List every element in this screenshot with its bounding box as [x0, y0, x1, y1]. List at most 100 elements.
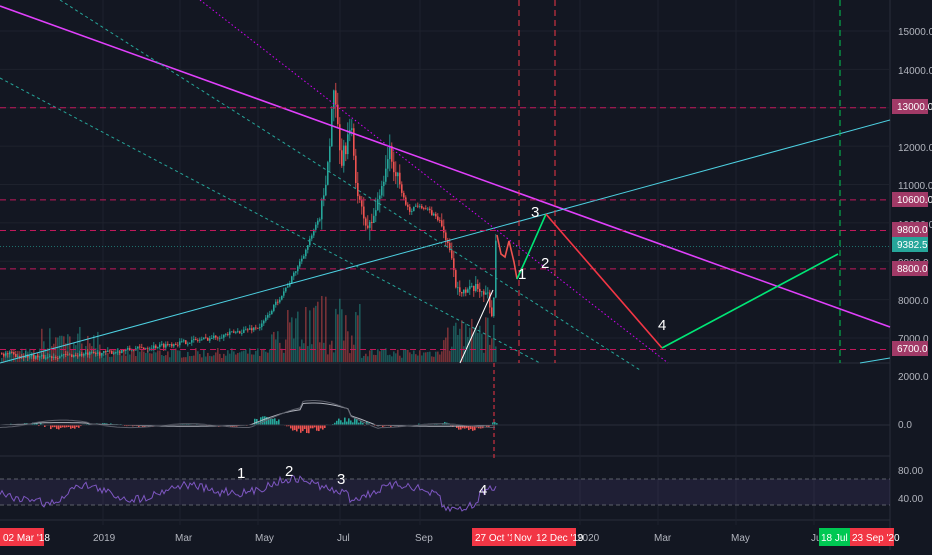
candle-body	[91, 352, 93, 353]
macd-histogram-bar	[338, 419, 340, 426]
candle-body	[191, 340, 193, 343]
candle-body	[15, 354, 17, 357]
candle-body	[123, 350, 125, 351]
volume-bar	[151, 354, 153, 362]
candle-body	[441, 220, 443, 226]
candle-body	[77, 356, 79, 357]
volume-bar	[471, 319, 473, 362]
candle-body	[81, 354, 83, 356]
candle-body	[359, 196, 361, 200]
level-badge-13000: 13000.0	[897, 102, 932, 113]
volume-bar	[245, 350, 247, 362]
price-axis[interactable]: 15000.0 14000.0 12000.0 11000.0 10000.0 …	[898, 27, 932, 345]
candle-body	[61, 355, 63, 356]
volume-bar	[405, 349, 407, 362]
volume-bar	[79, 327, 81, 362]
volume-bar	[295, 318, 297, 362]
volume-bar	[165, 355, 167, 362]
candle-body	[9, 352, 11, 354]
volume-bar	[61, 336, 63, 362]
volume-bar	[261, 350, 263, 362]
volume-bar	[181, 358, 183, 362]
macd-histogram-bar	[344, 418, 346, 426]
volume-bar	[331, 341, 333, 362]
price-tick-11000: 11000.0	[898, 181, 932, 192]
volume-bar	[347, 331, 349, 362]
candle-body	[265, 318, 267, 321]
volume-bar	[329, 345, 331, 362]
candle-body	[409, 207, 411, 212]
volume-bar	[1, 358, 3, 362]
volume-bar	[341, 309, 343, 362]
candle-body	[335, 90, 337, 104]
price-tick-12000: 12000.0	[898, 143, 932, 154]
candle-body	[435, 214, 437, 217]
volume-bar	[429, 352, 431, 362]
candle-body	[287, 286, 289, 287]
time-tick-mar: Mar	[175, 533, 193, 544]
volume-bar	[307, 346, 309, 362]
volume-bar	[141, 349, 143, 362]
level-badge-6700: 6700.0	[897, 344, 928, 355]
volume-bar	[179, 351, 181, 362]
candle-body	[433, 214, 435, 215]
volume-bar	[433, 357, 435, 362]
candle-body	[293, 273, 295, 277]
volume-bar	[303, 343, 305, 362]
volume-bar	[325, 297, 327, 362]
candle-body	[405, 197, 407, 204]
volume-bar	[291, 317, 293, 362]
candle-body	[173, 344, 175, 346]
rsi-label-2: 2	[285, 463, 293, 480]
volume-bar	[457, 335, 459, 362]
rsi-label-3: 3	[337, 471, 345, 488]
volume-bar	[447, 328, 449, 362]
volume-bar	[237, 353, 239, 362]
candle-body	[381, 186, 383, 195]
candle-body	[467, 289, 469, 292]
macd-histogram-bar	[74, 425, 76, 429]
level-badge-10600: 10600.0	[897, 195, 932, 206]
candle-body	[235, 332, 237, 333]
candle-body	[383, 182, 385, 186]
volume-bar	[283, 353, 285, 362]
volume-bar	[229, 354, 231, 362]
candle-body	[217, 338, 219, 339]
price-tick-15000: 15000.0	[898, 27, 932, 38]
rsi-label-4: 4	[479, 482, 487, 499]
volume-bar	[129, 354, 131, 362]
volume-bar	[491, 338, 493, 362]
candle-body	[347, 134, 349, 154]
macd-histogram-bar	[50, 425, 52, 429]
macd-histogram-bar	[320, 425, 322, 428]
candle-body	[79, 354, 81, 356]
candle-body	[49, 356, 51, 357]
volume-bar	[73, 343, 75, 362]
candle-body	[113, 353, 115, 354]
candle-body	[163, 344, 165, 347]
candle-body	[37, 356, 39, 358]
candle-body	[193, 339, 195, 340]
candle-body	[319, 219, 321, 220]
candle-body	[185, 340, 187, 344]
volume-bar	[375, 355, 377, 362]
time-tick-2019: 2019	[93, 533, 116, 544]
candle-body	[323, 195, 325, 200]
candle-body	[153, 346, 155, 349]
volume-bar	[205, 356, 207, 362]
volume-bar	[381, 349, 383, 362]
candle-body	[245, 329, 247, 330]
volume-bar	[233, 351, 235, 362]
time-badge-12dec19: 12 Dec '19	[536, 533, 584, 544]
volume-bar	[223, 354, 225, 362]
candle-body	[411, 211, 413, 212]
volume-bar	[489, 345, 491, 362]
candle-body	[105, 351, 107, 352]
candle-body	[31, 355, 33, 356]
candle-body	[357, 183, 359, 196]
candle-body	[203, 337, 205, 339]
volume-bar	[199, 354, 201, 362]
wave-label-4: 4	[658, 317, 666, 334]
